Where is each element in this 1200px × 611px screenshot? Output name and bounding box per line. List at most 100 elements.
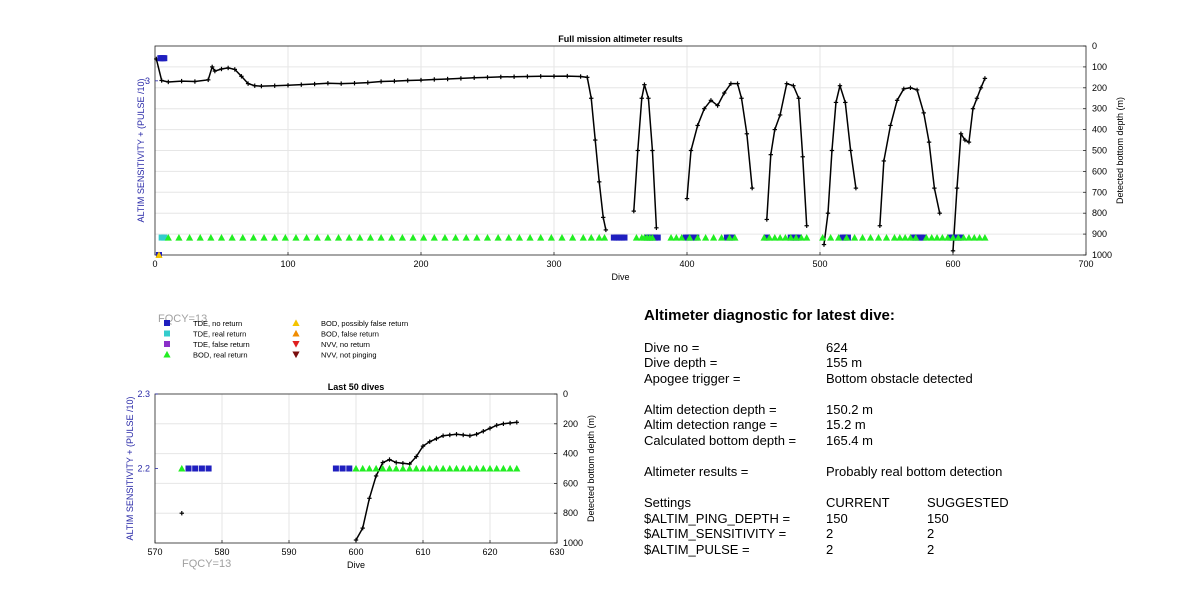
full-mission-bottom-depth-point — [209, 64, 215, 70]
full-mission-marker-bod-real-return — [694, 233, 702, 241]
last-50-marker-bod-real-return — [406, 464, 414, 472]
full-mission-marker-bod-real-return — [949, 233, 957, 241]
altim-detection-depth-value: 150.2 m — [826, 402, 873, 417]
full-mission-marker-bod-real-return — [164, 233, 172, 241]
legend-marker — [163, 350, 171, 358]
full-mission-marker-bod-real-return — [760, 233, 768, 241]
settings-label: Settings — [644, 495, 691, 510]
last-50-bottom-depth-point — [367, 496, 372, 501]
full-mission-bottom-depth-point — [821, 242, 827, 247]
full-mission-marker-bod-real-return — [906, 233, 915, 241]
full-mission-yl-tick-label: 3 — [145, 76, 150, 86]
full-mission-bottom-depth-point — [498, 74, 503, 80]
last-50-marker-tde-no-return — [205, 465, 212, 472]
full-mission-bottom-depth-point — [749, 185, 755, 191]
full-mission-bottom-depth-point — [245, 81, 251, 86]
full-mission-bottom-depth-point — [777, 112, 783, 118]
full-mission-marker-bod-real-return — [819, 233, 827, 241]
ping-depth-suggested: 150 — [927, 511, 949, 526]
full-mission-ylabel-right: Detected bottom depth (m) — [1115, 97, 1125, 204]
full-mission-x-tick-label: 300 — [546, 259, 561, 269]
full-mission-bottom-depth-point — [784, 81, 789, 86]
last-50-marker-bod-real-return — [479, 464, 487, 472]
full-mission-marker-bod-real-return — [710, 233, 718, 241]
last-50-yl-tick-label: 2.2 — [137, 464, 150, 474]
last-50-marker-tde-no-return — [192, 465, 199, 472]
last-50-marker-bod-real-return — [459, 464, 467, 472]
full-mission-marker-bod-real-return — [702, 233, 710, 241]
last-50-marker-bod-real-return — [513, 464, 521, 472]
full-mission-marker-bod-real-return — [648, 233, 657, 241]
calculated-bottom-label: Calculated bottom depth = — [644, 433, 797, 448]
altimeter-results-value: Probably real bottom detection — [826, 464, 1003, 479]
full-mission-bottom-depth-point — [405, 78, 410, 83]
last-50-ylabel-right: Detected bottom depth (m) — [586, 415, 596, 522]
full-mission-marker-tde-no-return — [957, 234, 964, 241]
legend-label: BOD, real return — [193, 351, 248, 360]
full-mission-marker-bod-real-return — [462, 233, 470, 241]
last-50-bottom-depth-point — [507, 420, 513, 426]
full-mission-marker-bod-real-return — [981, 233, 989, 241]
full-mission-bottom-depth-line — [155, 58, 607, 231]
last-50-yr-tick-label: 1000 — [563, 538, 583, 548]
last-50-marker-bod-real-return — [506, 464, 514, 472]
full-mission-marker-bod-real-return — [965, 233, 973, 241]
full-mission-bottom-depth-point — [914, 87, 920, 93]
full-mission-marker-tde-no-return — [920, 234, 927, 241]
full-mission-bottom-depth-point — [272, 83, 277, 88]
last-50-x-tick-label: 610 — [415, 547, 430, 557]
legend-label: TDE, false return — [193, 340, 250, 349]
full-mission-marker-bod-real-return — [866, 233, 875, 241]
legend-label: NVV, no return — [321, 340, 370, 349]
last-50-bottom-depth-point — [427, 439, 432, 444]
full-mission-marker-bod-real-return — [217, 233, 226, 241]
full-mission-marker-tde-no-return — [763, 234, 770, 241]
full-mission-bottom-depth-point — [950, 248, 956, 254]
full-mission-marker-bod-real-return — [765, 233, 774, 241]
altim-detection-range-label: Altim detection range = — [644, 417, 778, 432]
full-mission-marker-bod-real-return — [207, 233, 215, 241]
last-50-marker-tde-no-return — [339, 465, 346, 472]
full-mission-marker-bod-real-return — [938, 233, 946, 241]
full-mission-marker-bod-real-return — [725, 233, 734, 241]
full-mission-marker-bod-real-return — [922, 233, 930, 241]
last-50-yr-tick-label: 600 — [563, 478, 578, 488]
sensitivity-current: 2 — [826, 526, 834, 541]
last-50-marker-bod-real-return — [379, 464, 387, 472]
full-mission-marker-bod-real-return — [933, 233, 941, 241]
full-mission-bottom-depth-point — [418, 77, 424, 83]
full-mission-marker-bod-real-return — [792, 233, 800, 241]
full-mission-marker-bod-real-return — [835, 233, 843, 241]
last-50-yr-tick-label: 800 — [563, 508, 578, 518]
last-50-bottom-depth-point — [501, 421, 506, 426]
full-mission-x-tick-label: 500 — [812, 259, 827, 269]
last-50-x-tick-label: 620 — [482, 547, 497, 557]
last-50-bottom-depth-point — [387, 457, 392, 462]
last-50-marker-bod-real-return — [466, 464, 474, 472]
full-mission-bottom-depth-point — [791, 83, 796, 88]
last-50-marker-bod-real-return — [419, 464, 427, 472]
dive-no-value: 624 — [826, 340, 848, 355]
full-mission-marker-bod-real-return — [430, 233, 438, 241]
full-mission-bottom-depth-point — [642, 82, 647, 87]
full-mission-bottom-depth-point — [932, 185, 937, 191]
full-mission-bottom-depth-point — [926, 139, 932, 145]
full-mission-bottom-depth-point — [688, 148, 694, 153]
legend-label: TDE, real return — [193, 330, 246, 339]
full-mission-yr-tick-label: 800 — [1092, 208, 1107, 218]
full-mission-bottom-depth-point — [888, 123, 893, 128]
full-mission-bottom-depth-point — [299, 82, 304, 87]
full-mission-bottom-depth-point — [551, 74, 557, 79]
full-mission-marker-bod-real-return — [185, 233, 194, 241]
full-mission-bottom-depth-point — [901, 86, 906, 92]
full-mission-bottom-depth-point — [958, 131, 964, 136]
last-50-bottom-depth-point — [461, 432, 466, 438]
full-mission-bottom-depth-point — [772, 127, 777, 132]
last-50-x-tick-label: 580 — [214, 547, 229, 557]
full-mission-bottom-depth-point — [212, 68, 218, 74]
legend-marker — [292, 319, 300, 326]
last-50-title: Last 50 dives — [328, 382, 385, 392]
full-mission-marker-bod-real-return — [797, 233, 805, 241]
full-mission-bottom-depth-point — [728, 81, 734, 86]
full-mission-marker-bod-real-return — [420, 233, 428, 241]
